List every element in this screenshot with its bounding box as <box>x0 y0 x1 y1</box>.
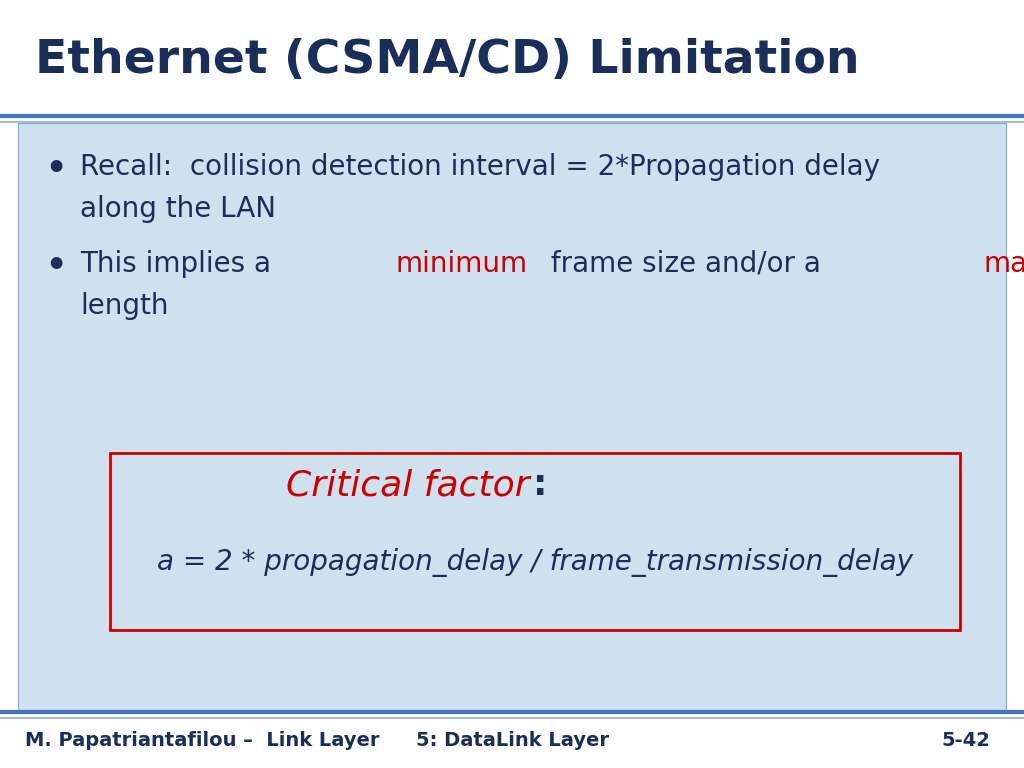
Text: 5: DataLink Layer: 5: DataLink Layer <box>416 731 608 750</box>
Text: Ethernet (CSMA/CD) Limitation: Ethernet (CSMA/CD) Limitation <box>35 38 859 83</box>
Text: length: length <box>80 292 169 320</box>
Text: along the LAN: along the LAN <box>80 195 276 223</box>
Text: Recall:  collision detection interval = 2*Propagation delay: Recall: collision detection interval = 2… <box>80 153 880 181</box>
Text: frame size and/or a: frame size and/or a <box>542 250 829 278</box>
Text: M. Papatriantafilou –  Link Layer: M. Papatriantafilou – Link Layer <box>25 731 380 750</box>
Text: •: • <box>45 153 67 186</box>
Text: Critical factor: Critical factor <box>287 468 530 502</box>
Text: 5-42: 5-42 <box>941 731 990 750</box>
FancyBboxPatch shape <box>110 453 961 630</box>
Text: maximum: maximum <box>983 250 1024 278</box>
Text: This implies a: This implies a <box>80 250 280 278</box>
FancyBboxPatch shape <box>18 123 1006 710</box>
Text: minimum: minimum <box>395 250 527 278</box>
Text: •: • <box>45 250 67 283</box>
Text: :: : <box>534 468 548 502</box>
Text: a = 2 * propagation_delay / frame_transmission_delay: a = 2 * propagation_delay / frame_transm… <box>157 548 913 578</box>
